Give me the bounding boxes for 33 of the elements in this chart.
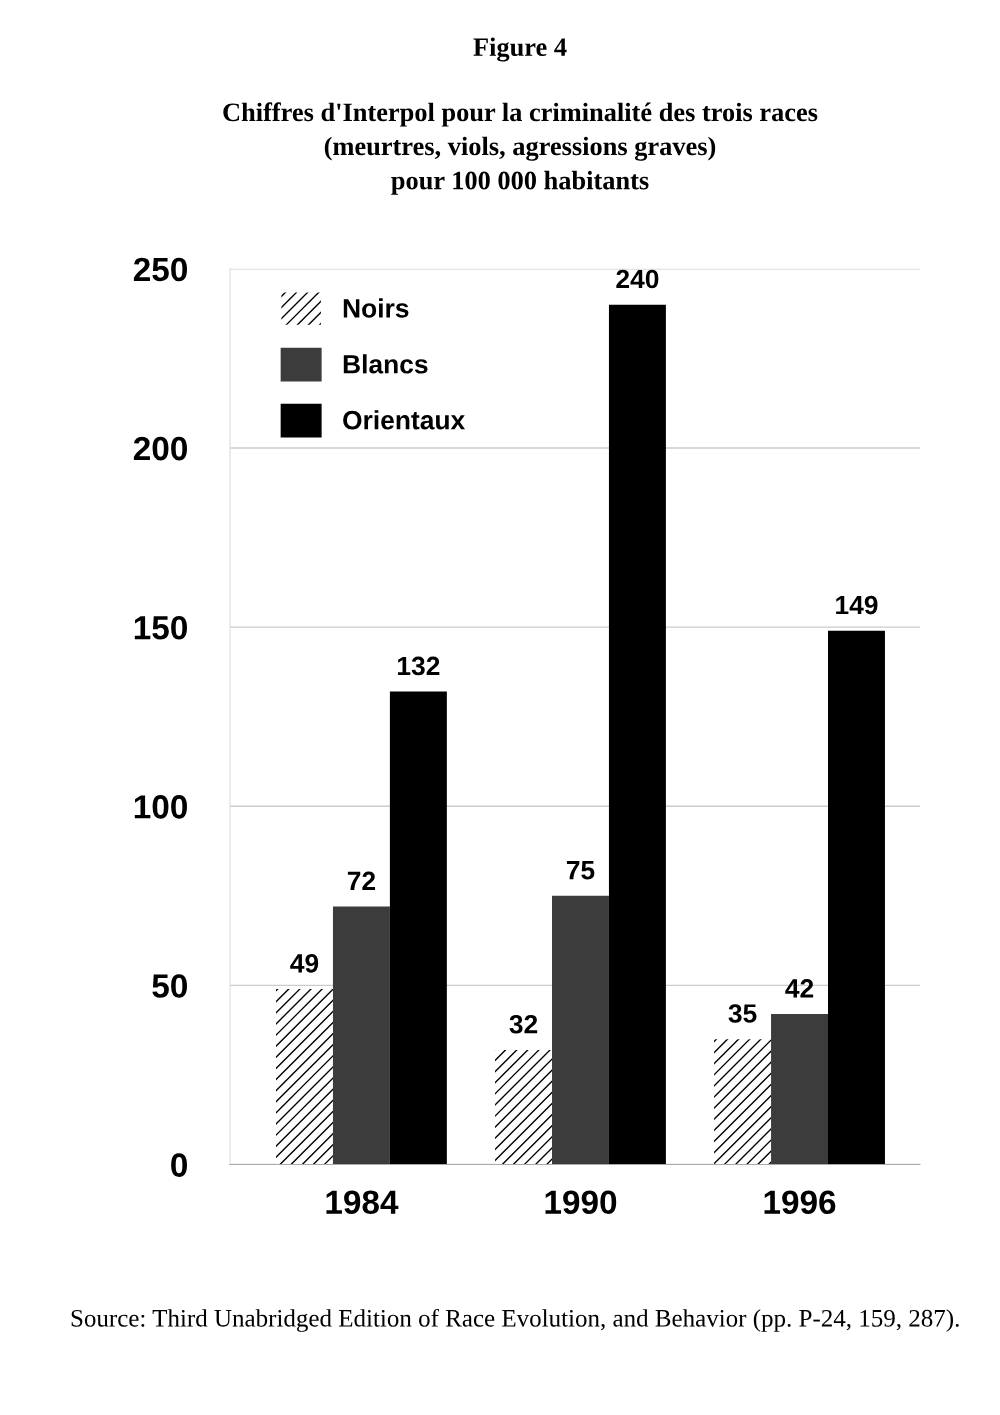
bar <box>276 988 333 1165</box>
data-label: 149 <box>836 595 878 615</box>
bar <box>828 630 885 1165</box>
bar <box>389 691 447 1165</box>
bar <box>552 895 609 1165</box>
legend-label: Blancs <box>343 354 428 374</box>
y-tick-label: 200 <box>133 436 187 461</box>
data-label: 42 <box>785 979 814 998</box>
data-label: 32 <box>509 1014 538 1034</box>
data-label: 75 <box>566 861 595 880</box>
y-tick-label: 250 <box>133 257 187 282</box>
data-label: 72 <box>347 871 376 890</box>
x-tick-label: 1996 <box>764 1190 836 1215</box>
x-tick-label: 1984 <box>326 1190 399 1215</box>
source-note: Source: Third Unabridged Edition of Race Evolution, and Behavior (pp. P-24, 159, 287). <box>71 1308 959 1332</box>
bar <box>495 1049 552 1165</box>
data-label: 35 <box>728 1004 757 1023</box>
x-tick-label: 1990 <box>545 1190 617 1215</box>
data-label: 132 <box>398 656 440 676</box>
chart-title: Figure 4 <box>473 37 567 62</box>
data-label: 240 <box>616 269 659 289</box>
legend-label: Noirs <box>343 298 409 318</box>
data-label: 49 <box>290 953 319 973</box>
bar <box>332 906 390 1165</box>
bar <box>771 1014 828 1165</box>
y-tick-label: 100 <box>134 795 187 819</box>
bar <box>608 304 666 1165</box>
legend-label: Orientaux <box>343 410 466 430</box>
bar <box>714 1039 772 1165</box>
y-tick-label: 0 <box>171 1153 187 1177</box>
y-tick-label: 50 <box>152 974 187 998</box>
y-tick-label: 150 <box>134 615 187 640</box>
chart-subtitle: Chiffres d'Interpol pour la criminalité des trois races (meurtres, viols, agressions graves) pour 100 000 habitants <box>223 102 818 195</box>
